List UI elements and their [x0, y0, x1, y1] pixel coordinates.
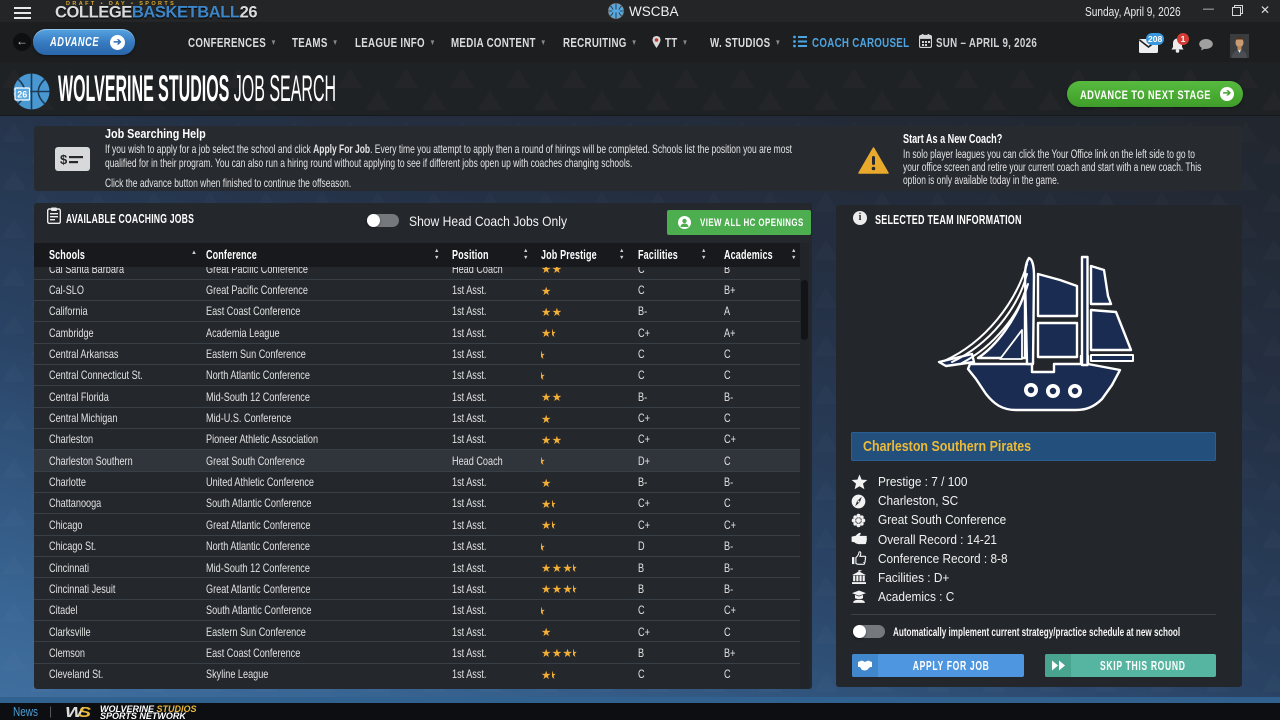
svg-text:$: $ [60, 152, 68, 167]
svg-text:26: 26 [17, 90, 27, 100]
